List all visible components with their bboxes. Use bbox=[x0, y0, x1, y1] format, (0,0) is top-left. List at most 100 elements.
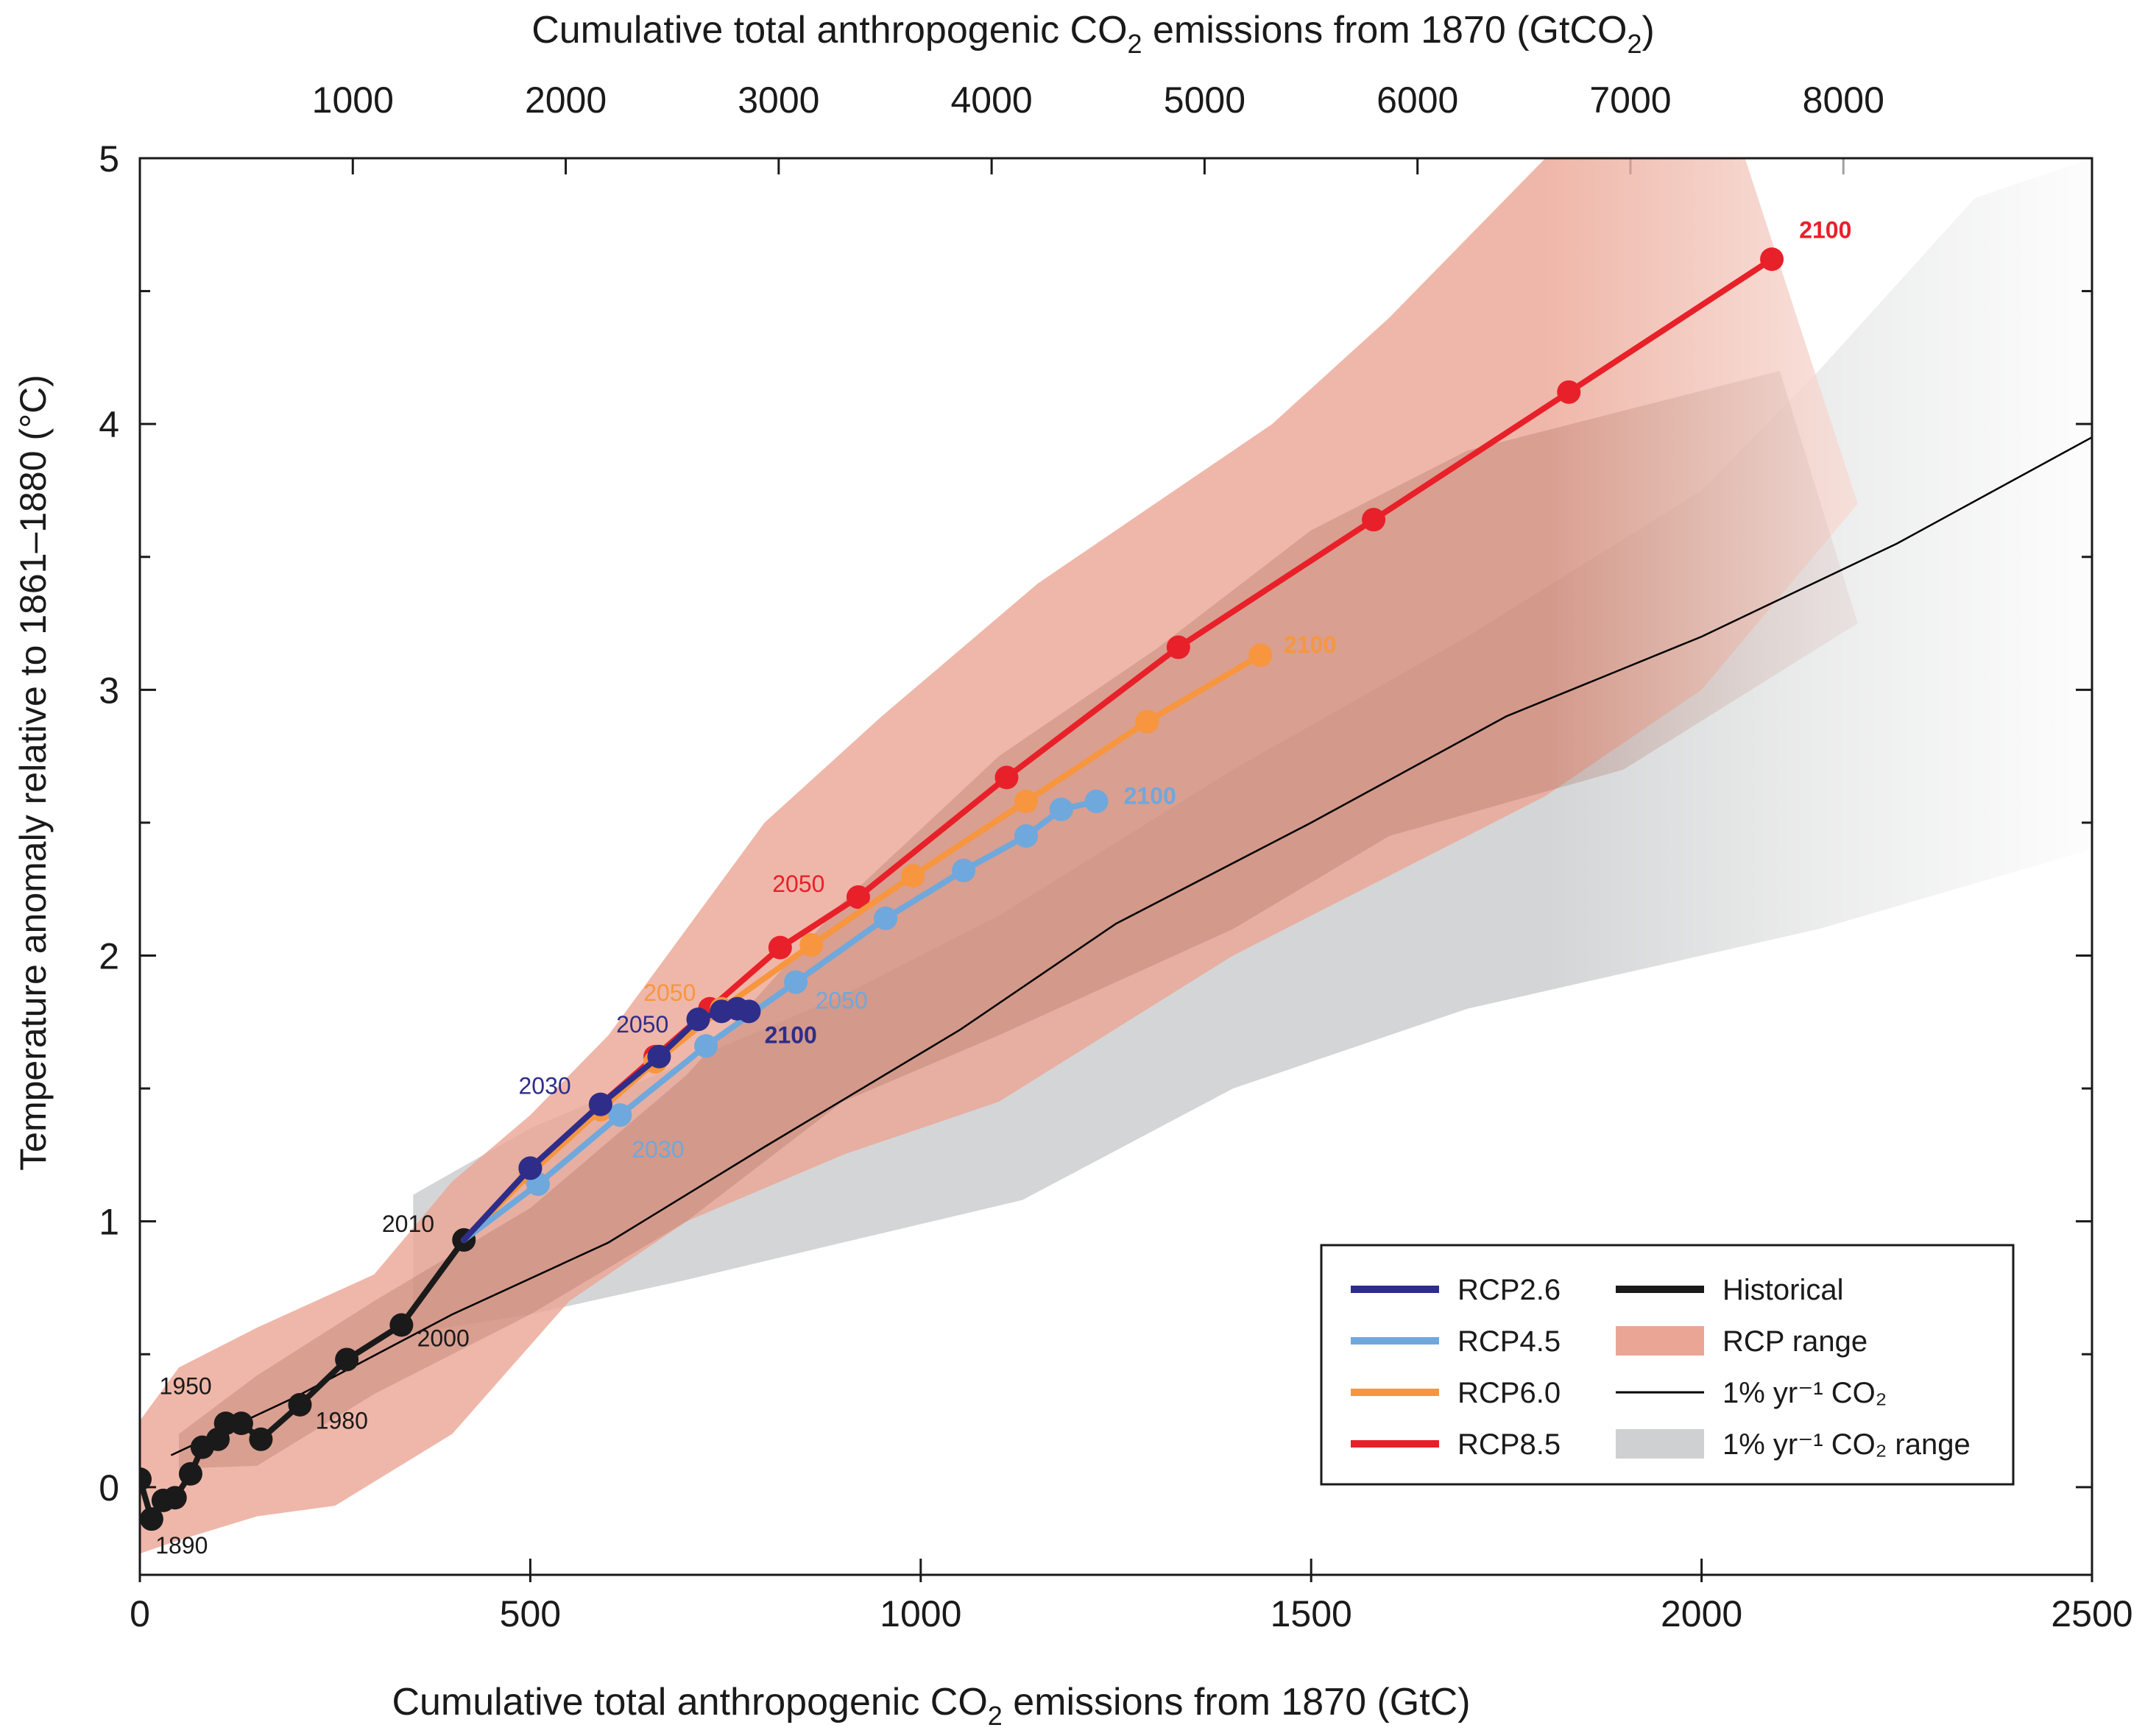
top-tick-label: 4000 bbox=[951, 79, 1033, 121]
data-point-rcp8-5 bbox=[994, 765, 1019, 790]
legend-label: RCP8.5 bbox=[1457, 1428, 1561, 1461]
data-point-rcp2-6 bbox=[737, 999, 761, 1024]
legend-label: RCP4.5 bbox=[1457, 1325, 1561, 1358]
year-annotation: 2100 bbox=[1124, 783, 1176, 809]
data-point-rcp4-5 bbox=[694, 1034, 718, 1058]
x-tick-label: 500 bbox=[500, 1593, 561, 1634]
legend-item: 1% yr⁻¹ CO₂ bbox=[1616, 1377, 1887, 1409]
series-historical bbox=[140, 1227, 476, 1531]
data-point-rcp8-5 bbox=[1557, 380, 1581, 404]
data-point-historical bbox=[389, 1313, 414, 1337]
top-tick-label: 5000 bbox=[1164, 79, 1245, 121]
year-annotation: 1950 bbox=[160, 1372, 212, 1399]
legend-item: RCP2.6 bbox=[1351, 1274, 1561, 1306]
data-point-historical bbox=[140, 1507, 163, 1531]
top-tick-label: 7000 bbox=[1589, 79, 1671, 121]
top-tick-label: 3000 bbox=[738, 79, 819, 121]
data-point-rcp6-0 bbox=[799, 933, 824, 957]
top-tick-label: 8000 bbox=[1803, 79, 1884, 121]
data-point-rcp6-0 bbox=[901, 864, 925, 888]
data-point-historical bbox=[335, 1347, 359, 1372]
series-layer bbox=[140, 247, 1784, 1531]
y-tick-label: 2 bbox=[99, 935, 119, 977]
data-point-rcp8-5 bbox=[1760, 247, 1784, 272]
year-annotation: 2050 bbox=[616, 1011, 668, 1038]
legend-item: RCP8.5 bbox=[1351, 1428, 1561, 1461]
y-axis-label: Temperature anomaly relative to 1861–188… bbox=[13, 375, 54, 1171]
x-axis-label: Cumulative total anthropogenic CO2 emiss… bbox=[392, 1681, 1470, 1731]
y-tick-label: 5 bbox=[99, 138, 119, 180]
data-point-rcp2-6 bbox=[518, 1156, 543, 1180]
legend-item: RCP6.0 bbox=[1351, 1377, 1561, 1409]
legend-item: Historical bbox=[1616, 1274, 1843, 1306]
top-tick-label: 6000 bbox=[1377, 79, 1458, 121]
axis-ticks: 0 500 1000 1500 2000 2500 0 1 2 3 4 5 bbox=[99, 138, 2132, 1634]
data-point-rcp8-5 bbox=[1362, 508, 1386, 532]
legend-item: 1% yr⁻¹ CO₂ range bbox=[1616, 1428, 1971, 1461]
legend-label: RCP6.0 bbox=[1457, 1377, 1561, 1409]
x-tick-label: 1000 bbox=[880, 1593, 961, 1634]
data-point-rcp2-6 bbox=[647, 1044, 671, 1069]
year-annotation: 2100 bbox=[1284, 631, 1336, 658]
data-point-rcp6-0 bbox=[1014, 790, 1039, 814]
data-point-rcp4-5 bbox=[1014, 823, 1039, 848]
year-annotation: 2100 bbox=[765, 1022, 817, 1049]
year-annotation: 1890 bbox=[155, 1532, 208, 1559]
top-tick-label: 2000 bbox=[525, 79, 607, 121]
data-point-rcp4-5 bbox=[874, 906, 898, 930]
data-point-rcp8-5 bbox=[1166, 635, 1190, 659]
y-tick-label: 1 bbox=[99, 1202, 119, 1243]
year-annotation: 2050 bbox=[816, 988, 868, 1014]
legend-label: 1% yr⁻¹ CO₂ range bbox=[1722, 1428, 1971, 1461]
data-point-historical bbox=[249, 1427, 273, 1451]
data-point-historical bbox=[288, 1392, 312, 1417]
data-point-historical bbox=[178, 1462, 202, 1486]
data-point-rcp6-0 bbox=[1135, 709, 1159, 734]
x-tick-label: 1500 bbox=[1271, 1593, 1352, 1634]
year-annotation: 2100 bbox=[1799, 216, 1851, 243]
year-annotation: 2000 bbox=[417, 1325, 470, 1351]
year-annotation: 2050 bbox=[643, 979, 696, 1006]
legend-label: RCP2.6 bbox=[1457, 1274, 1561, 1306]
year-annotation: 1980 bbox=[316, 1407, 368, 1434]
series-line-rcp6-0 bbox=[461, 652, 1264, 1243]
data-point-historical bbox=[163, 1486, 187, 1510]
year-annotation: 2010 bbox=[382, 1211, 434, 1237]
data-point-rcp2-6 bbox=[588, 1092, 612, 1116]
series-rcp4-5 bbox=[461, 790, 1109, 1243]
data-point-rcp4-5 bbox=[608, 1103, 632, 1127]
legend-label: RCP range bbox=[1722, 1325, 1867, 1358]
x-tick-label: 2000 bbox=[1661, 1593, 1742, 1634]
y-tick-label: 4 bbox=[99, 404, 119, 445]
top-tick-label: 1000 bbox=[312, 79, 394, 121]
data-point-rcp4-5 bbox=[1084, 790, 1109, 814]
data-point-rcp8-5 bbox=[846, 885, 870, 910]
series-line-rcp4-5 bbox=[461, 798, 1100, 1243]
y-tick-label: 0 bbox=[99, 1467, 119, 1509]
legend: RCP2.6 RCP4.5 RCP6.0 RCP8.5 Historical RCP ra… bbox=[1320, 1244, 2015, 1486]
plot-frame bbox=[138, 157, 2093, 1576]
y-tick-label: 3 bbox=[99, 670, 119, 711]
year-annotation: 2030 bbox=[518, 1072, 570, 1099]
data-point-rcp4-5 bbox=[784, 970, 808, 994]
legend-swatch bbox=[1616, 1326, 1704, 1356]
series-rcp2-6 bbox=[461, 996, 761, 1243]
legend-label: Historical bbox=[1722, 1274, 1843, 1306]
top-axis-ticks: 1000 2000 3000 4000 5000 6000 7000 8000 bbox=[312, 79, 1884, 174]
annotation-layer: 1890 1950 1980 2000 2010 2030 2050 2100 2030 2050… bbox=[155, 216, 1851, 1559]
top-axis-title: Cumulative total anthropogenic CO2 emiss… bbox=[531, 9, 1655, 59]
legend-item: RCP4.5 bbox=[1351, 1325, 1561, 1358]
data-point-historical bbox=[229, 1411, 253, 1436]
x-tick-label: 0 bbox=[130, 1593, 150, 1634]
x-tick-label: 2500 bbox=[2051, 1593, 2132, 1634]
data-point-rcp4-5 bbox=[1049, 797, 1073, 821]
legend-item: RCP range bbox=[1616, 1325, 1867, 1358]
data-point-historical bbox=[140, 1467, 152, 1491]
year-annotation: 2030 bbox=[632, 1136, 684, 1163]
co2-1pct-line bbox=[170, 436, 2092, 1456]
year-annotation: 2050 bbox=[772, 871, 824, 897]
legend-label: 1% yr⁻¹ CO₂ bbox=[1722, 1377, 1887, 1409]
data-point-rcp4-5 bbox=[952, 858, 976, 882]
data-point-rcp2-6 bbox=[686, 1007, 710, 1032]
